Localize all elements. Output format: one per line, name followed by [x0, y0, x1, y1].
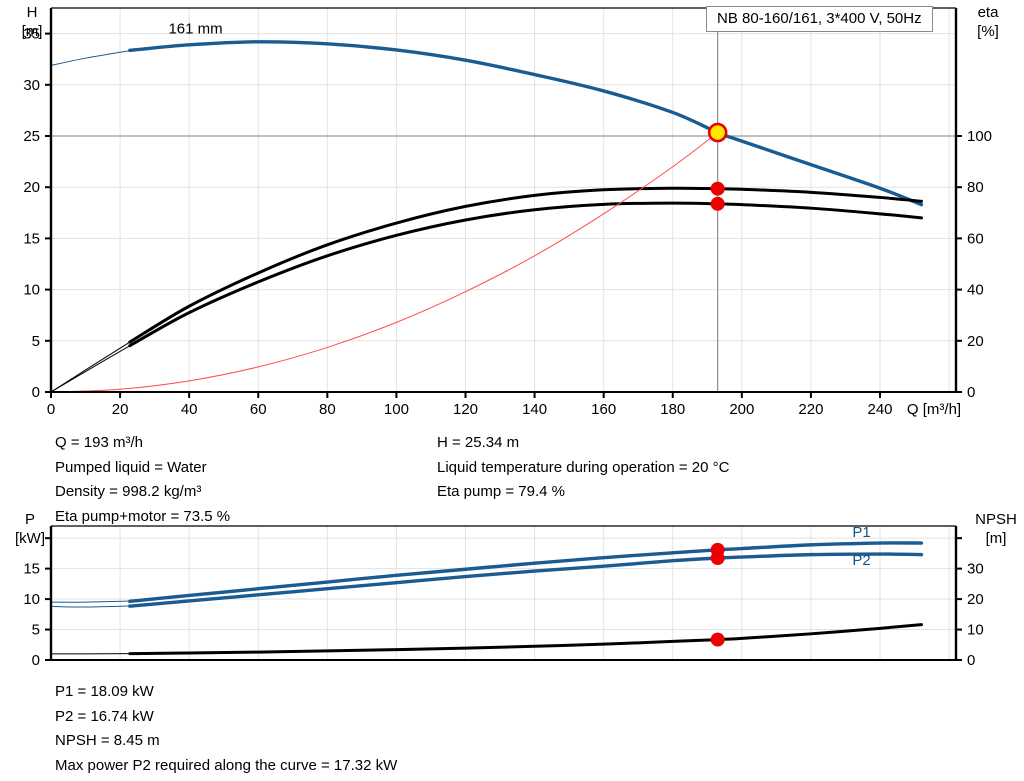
svg-text:0: 0	[47, 401, 55, 418]
pump-title-text: NB 80-160/161, 3*400 V, 50Hz	[717, 10, 922, 27]
svg-text:40: 40	[181, 401, 198, 418]
svg-text:20: 20	[23, 179, 40, 196]
duty-density: Density = 998.2 kg/m³	[55, 483, 202, 500]
svg-text:0: 0	[32, 384, 40, 401]
power-npsh: NPSH = 8.45 m	[55, 732, 160, 749]
svg-text:180: 180	[660, 401, 685, 418]
svg-text:30: 30	[967, 561, 984, 578]
svg-text:10: 10	[23, 591, 40, 608]
svg-text:5: 5	[32, 333, 40, 350]
svg-text:5: 5	[32, 622, 40, 639]
svg-text:220: 220	[798, 401, 823, 418]
svg-text:80: 80	[967, 179, 984, 196]
svg-text:P1: P1	[852, 524, 870, 541]
svg-text:0: 0	[967, 652, 975, 669]
svg-text:80: 80	[319, 401, 336, 418]
svg-text:H: H	[27, 4, 38, 21]
duty-h: H = 25.34 m	[437, 434, 520, 451]
svg-text:100: 100	[967, 128, 992, 145]
svg-text:15: 15	[23, 561, 40, 578]
svg-text:60: 60	[250, 401, 267, 418]
duty-info-left: Q = 193 m³/h Pumped liquid = Water Densi…	[55, 431, 230, 529]
svg-text:[kW]: [kW]	[15, 530, 45, 547]
duty-eta-pump: Eta pump = 79.4 %	[437, 483, 565, 500]
svg-text:100: 100	[384, 401, 409, 418]
svg-text:20: 20	[967, 591, 984, 608]
svg-text:30: 30	[23, 77, 40, 94]
svg-text:240: 240	[867, 401, 892, 418]
head-efficiency-chart: 0 5 10 15 20 25 30 35 0 20 40 60 80 100 0 20 40 60 80 100 12…	[22, 4, 1000, 418]
svg-text:10: 10	[23, 282, 40, 299]
svg-text:20: 20	[112, 401, 129, 418]
svg-text:P: P	[25, 512, 35, 528]
svg-text:NPSH: NPSH	[975, 512, 1017, 528]
svg-text:0: 0	[32, 652, 40, 669]
power-info: P1 = 18.09 kW P2 = 16.74 kW NPSH = 8.45 …	[55, 680, 397, 778]
svg-text:[%]: [%]	[977, 23, 999, 40]
svg-text:[m]: [m]	[986, 530, 1007, 547]
svg-text:200: 200	[729, 401, 754, 418]
svg-text:Q [m³/h]: Q [m³/h]	[907, 401, 961, 418]
power-p1: P1 = 18.09 kW	[55, 683, 154, 700]
svg-text:160: 160	[591, 401, 616, 418]
svg-text:20: 20	[967, 333, 984, 350]
svg-text:P2: P2	[852, 552, 870, 569]
power-p2: P2 = 16.74 kW	[55, 707, 154, 725]
svg-text:10: 10	[967, 622, 984, 639]
power-max-p2: Max power P2 required along the curve = …	[55, 756, 398, 774]
duty-q: Q = 193 m³/h	[55, 434, 143, 451]
svg-text:120: 120	[453, 401, 478, 418]
svg-text:eta: eta	[978, 4, 1000, 21]
duty-eta-pump-motor: Eta pump+motor = 73.5 %	[55, 507, 231, 525]
duty-liquid: Pumped liquid = Water	[55, 458, 207, 476]
svg-text:35: 35	[23, 26, 40, 43]
power-npsh-chart: 0 5 10 15 0 10 20 30 P [kW] NPSH [m] P1 P2	[0, 512, 1024, 680]
svg-text:140: 140	[522, 401, 547, 418]
svg-text:161 mm: 161 mm	[168, 21, 222, 38]
svg-text:40: 40	[967, 282, 984, 299]
duty-info-right: H = 25.34 m Liquid temperature during op…	[437, 431, 729, 505]
svg-text:15: 15	[23, 230, 40, 247]
svg-text:0: 0	[967, 384, 975, 401]
svg-text:[m]: [m]	[22, 23, 43, 40]
pump-title-box: NB 80-160/161, 3*400 V, 50Hz	[706, 6, 933, 32]
svg-text:25: 25	[23, 128, 40, 145]
svg-text:60: 60	[967, 230, 984, 247]
duty-temp: Liquid temperature during operation = 20…	[437, 458, 730, 476]
